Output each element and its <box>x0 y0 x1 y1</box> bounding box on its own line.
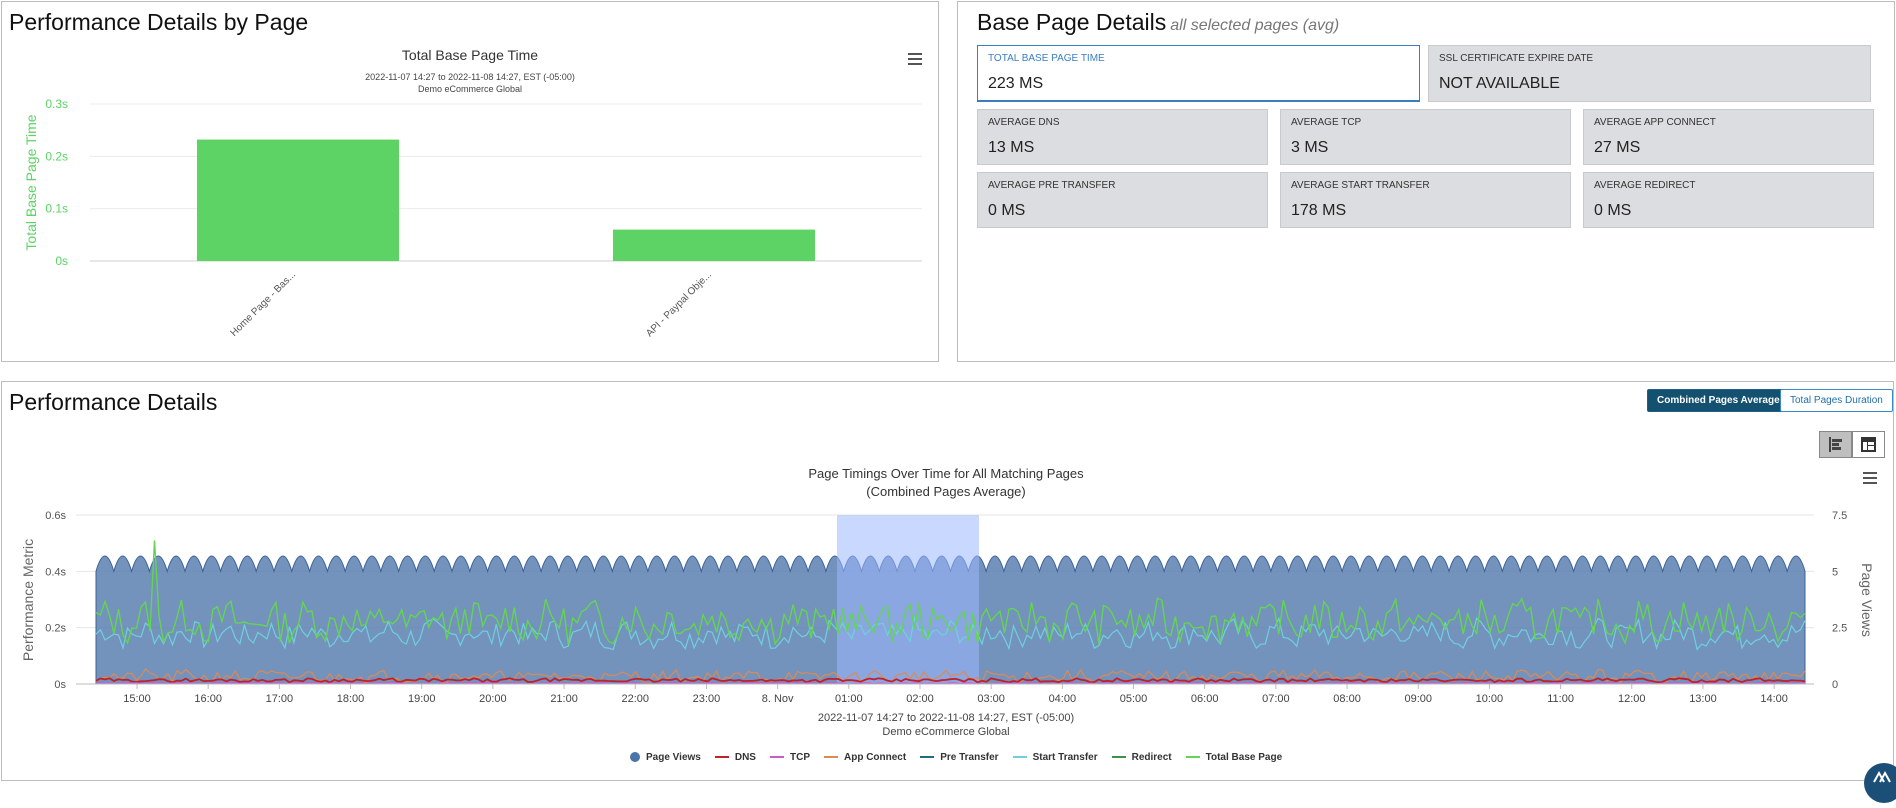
bar-chart-icon <box>1829 437 1842 452</box>
chart-subtitle: Demo eCommerce Global <box>418 84 522 94</box>
x-tick-label: Home Page - Bas... <box>229 269 298 338</box>
legend-label: DNS <box>734 752 756 763</box>
stat-tile[interactable]: AVERAGE DNS 13 MS <box>977 109 1268 165</box>
chart-legend: Page Views DNS TCP App Connect Pre Transfer S… <box>630 752 1296 768</box>
base-page-panel: Base Page Details all selected pages (avg… <box>957 1 1895 362</box>
legend-line-icon <box>920 756 935 759</box>
legend-item[interactable]: Page Views <box>630 752 701 763</box>
panel-title-text: Base Page Details <box>977 9 1167 35</box>
table-view-button[interactable] <box>1852 431 1885 458</box>
stat-tile[interactable]: AVERAGE REDIRECT 0 MS <box>1583 172 1874 228</box>
legend-line-icon <box>1185 756 1200 759</box>
total-pages-duration-button[interactable]: Total Pages Duration <box>1780 389 1893 412</box>
y-tick-label: 0s <box>55 254 68 268</box>
legend-line-icon <box>1012 756 1027 759</box>
legend-item[interactable]: DNS <box>714 752 756 763</box>
legend-line-icon <box>823 756 838 759</box>
stat-tile[interactable]: AVERAGE APP CONNECT 27 MS <box>1583 109 1874 165</box>
stat-value: 3 MS <box>1291 139 1329 156</box>
chart-title: Total Base Page Time <box>402 47 538 63</box>
stat-value: 223 MS <box>988 75 1044 92</box>
stat-value: 0 MS <box>988 202 1026 219</box>
chart-subtitle: 2022-11-07 14:27 to 2022-11-08 14:27, ES… <box>365 72 575 82</box>
panel-title: Performance Details by Page <box>9 9 309 35</box>
combined-pages-average-button[interactable]: Combined Pages Average <box>1647 389 1790 412</box>
legend-line-icon <box>769 756 784 759</box>
y-tick-label: 0.1s <box>45 202 68 216</box>
panel-title: Performance Details <box>9 389 218 415</box>
panel-title: Base Page Details all selected pages (avg… <box>977 9 1339 36</box>
bar-chart: Total Base Page Time 2022-11-07 14:27 to … <box>23 47 922 339</box>
stat-value: NOT AVAILABLE <box>1439 75 1560 92</box>
legend-dot-icon <box>630 752 640 763</box>
legend-item[interactable]: Total Base Page <box>1185 752 1283 763</box>
stat-label: AVERAGE TCP <box>1291 117 1362 128</box>
stat-tile[interactable]: SSL CERTIFICATE EXPIRE DATE NOT AVAILABLE <box>1428 45 1871 102</box>
stat-tile[interactable]: AVERAGE PRE TRANSFER 0 MS <box>977 172 1268 228</box>
panel-subtitle: all selected pages (avg) <box>1170 17 1340 34</box>
stat-label: AVERAGE START TRANSFER <box>1291 180 1430 191</box>
logo-mark-icon <box>1873 770 1891 783</box>
y-tick-label: 0.2s <box>45 149 68 163</box>
legend-item[interactable]: Pre Transfer <box>920 752 999 763</box>
perf-details-panel: Performance Details Combined Pages Avera… <box>1 381 1894 781</box>
chart-view-button[interactable] <box>1819 431 1852 458</box>
bar <box>613 229 815 261</box>
legend-label: Total Base Page <box>1205 752 1283 763</box>
stat-value: 27 MS <box>1594 139 1641 156</box>
y-axis-label: Total Base Page Time <box>23 114 39 250</box>
legend-label: Start Transfer <box>1032 752 1098 763</box>
chart-menu-icon[interactable] <box>1863 472 1877 484</box>
legend-item[interactable]: Redirect <box>1111 752 1172 763</box>
perf-by-page-panel: Performance Details by Page Total Base P… <box>1 1 939 362</box>
legend-label: TCP <box>789 752 810 763</box>
stat-label: SSL CERTIFICATE EXPIRE DATE <box>1439 53 1594 64</box>
legend-label: App Connect <box>843 752 907 763</box>
legend-item[interactable]: App Connect <box>823 752 907 763</box>
legend-item[interactable]: Start Transfer <box>1012 752 1098 763</box>
stat-value: 0 MS <box>1594 202 1632 219</box>
stat-tile[interactable]: AVERAGE TCP 3 MS <box>1280 109 1571 165</box>
legend-label: Page Views <box>646 752 701 763</box>
chart-menu-icon[interactable] <box>908 53 922 65</box>
legend-line-icon <box>1111 756 1126 759</box>
x-tick-label: API - Paypal Obje... <box>644 269 714 339</box>
stat-label: TOTAL BASE PAGE TIME <box>988 53 1105 64</box>
table-icon <box>1861 437 1876 452</box>
legend-label: Pre Transfer <box>940 752 999 763</box>
legend-line-icon <box>714 756 729 759</box>
y-tick-label: 0.3s <box>45 97 68 111</box>
stat-value: 13 MS <box>988 139 1035 156</box>
stat-label: AVERAGE REDIRECT <box>1594 180 1696 191</box>
stat-tile[interactable]: TOTAL BASE PAGE TIME 223 MS <box>977 45 1420 102</box>
app-logo <box>1864 763 1896 803</box>
stat-label: AVERAGE DNS <box>988 117 1060 128</box>
legend-label: Redirect <box>1131 752 1172 763</box>
legend-item[interactable]: TCP <box>769 752 810 763</box>
stat-value: 178 MS <box>1291 202 1347 219</box>
stat-tile[interactable]: AVERAGE START TRANSFER 178 MS <box>1280 172 1571 228</box>
stat-label: AVERAGE PRE TRANSFER <box>988 180 1116 191</box>
stat-label: AVERAGE APP CONNECT <box>1594 117 1716 128</box>
bar <box>197 139 399 261</box>
